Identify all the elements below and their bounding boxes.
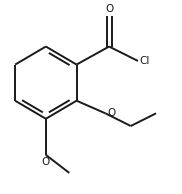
Text: O: O xyxy=(42,157,50,167)
Text: Cl: Cl xyxy=(140,56,150,66)
Text: O: O xyxy=(107,108,116,118)
Text: O: O xyxy=(105,4,113,14)
